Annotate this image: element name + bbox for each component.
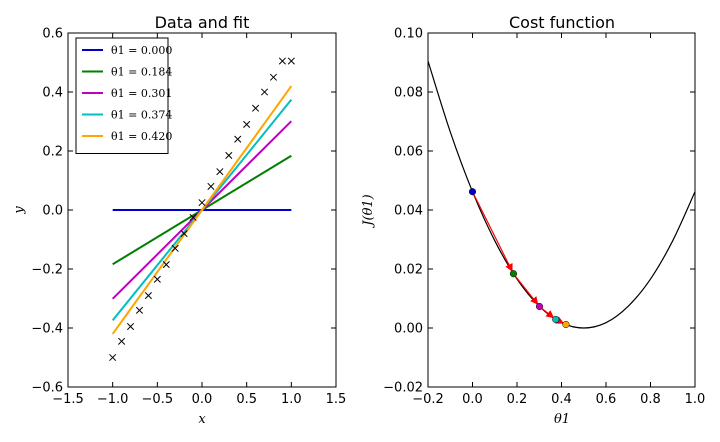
data-point xyxy=(260,88,269,96)
plot-frame xyxy=(67,32,337,388)
iteration-point xyxy=(562,320,570,329)
data-point xyxy=(225,151,233,159)
chart-title: Data and fit xyxy=(155,13,250,32)
legend-box xyxy=(75,37,169,154)
y-tick-label: 0.10 xyxy=(394,27,423,42)
descent-arrow xyxy=(512,273,539,305)
data-point xyxy=(207,182,215,190)
data-point xyxy=(135,306,144,314)
y-tick-label: −0.6 xyxy=(31,381,63,396)
data-point xyxy=(153,275,161,283)
data-point xyxy=(126,322,135,331)
x-tick-label: 0.2 xyxy=(507,392,528,407)
x-tick-label: 1.5 xyxy=(326,392,347,407)
data-point xyxy=(109,353,117,362)
y-tick-label: 0.08 xyxy=(394,86,423,101)
y-tick-label: 0.0 xyxy=(42,204,63,219)
x-tick-label: 0.0 xyxy=(192,392,213,407)
x-tick-label: −0.2 xyxy=(412,392,444,407)
x-tick-label: 0.4 xyxy=(551,392,572,407)
y-tick-label: −0.4 xyxy=(31,322,63,337)
y-tick-label: 0.02 xyxy=(394,263,423,278)
data-point xyxy=(180,230,188,238)
chart-title: Cost function xyxy=(509,13,615,32)
data-point xyxy=(171,244,179,252)
cost-function-chart: Cost function −0.2 0.0 0.2 0.4 0.6 0.8 1.0 −0.0… xyxy=(361,13,705,427)
x-tick-label: 1.0 xyxy=(685,392,706,407)
data-and-fit-chart: Data and fit −1.5 −1.0 −0.5 0.0 0.5 1.0 1.5 −0.… xyxy=(12,13,346,427)
plot-frame xyxy=(427,32,696,388)
x-tick-label: −1.5 xyxy=(52,392,84,407)
x-tick-label: 1.0 xyxy=(281,392,302,407)
descent-arrow xyxy=(471,191,513,272)
data-point xyxy=(118,337,126,345)
data-point xyxy=(144,291,152,300)
y-axis-label: y xyxy=(12,206,27,215)
legend: θ1 = 0.000 θ1 = 0.184 θ1 = 0.301 θ1 = 0.374… xyxy=(75,37,172,154)
data-point xyxy=(287,57,295,65)
data-point xyxy=(189,213,197,221)
y-tick-label: 0.2 xyxy=(42,145,63,160)
legend-label: θ1 = 0.374 xyxy=(111,109,172,122)
legend-label: θ1 = 0.000 xyxy=(111,44,172,57)
data-point xyxy=(252,104,260,112)
fit-line xyxy=(111,85,293,335)
legend-label: θ1 = 0.420 xyxy=(111,130,172,143)
x-tick-label: 0.8 xyxy=(640,392,661,407)
legend-entry: θ1 = 0.184 xyxy=(82,66,172,79)
iteration-point xyxy=(535,302,544,311)
legend-label: θ1 = 0.301 xyxy=(111,87,172,100)
x-axis-label: θ1 xyxy=(554,412,570,427)
x-tick-label: 0.6 xyxy=(596,392,617,407)
legend-entry: θ1 = 0.000 xyxy=(82,44,172,57)
data-point xyxy=(278,57,286,65)
x-tick-label: 0.5 xyxy=(236,392,257,407)
iteration-point xyxy=(509,270,517,278)
iteration-point xyxy=(552,315,560,323)
data-point xyxy=(269,73,278,81)
x-tick-label: 0.0 xyxy=(462,392,483,407)
y-tick-label: 0.06 xyxy=(394,145,423,160)
legend-entry: θ1 = 0.301 xyxy=(82,87,172,100)
y-tick-label: 0.4 xyxy=(42,86,63,101)
x-tick-label: −1.0 xyxy=(97,392,129,407)
plot-area xyxy=(428,33,695,387)
x-axis-label: x xyxy=(198,412,206,427)
x-tick-label: −0.5 xyxy=(142,392,174,407)
y-tick-label: −0.02 xyxy=(383,381,423,396)
y-axis-label: J(θ1) xyxy=(361,194,376,228)
data-point xyxy=(234,135,242,143)
data-point xyxy=(243,120,251,129)
data-point xyxy=(198,199,206,207)
y-tick-label: 0.04 xyxy=(394,204,423,219)
data-point xyxy=(162,261,170,269)
legend-entry: θ1 = 0.420 xyxy=(82,130,172,143)
iteration-point xyxy=(468,188,477,196)
legend-entry: θ1 = 0.374 xyxy=(82,109,172,122)
y-tick-label: −0.2 xyxy=(31,263,63,278)
data-point xyxy=(216,168,224,176)
y-tick-label: 0.6 xyxy=(42,27,63,42)
legend-label: θ1 = 0.184 xyxy=(111,66,172,79)
y-tick-label: 0.00 xyxy=(394,322,423,337)
